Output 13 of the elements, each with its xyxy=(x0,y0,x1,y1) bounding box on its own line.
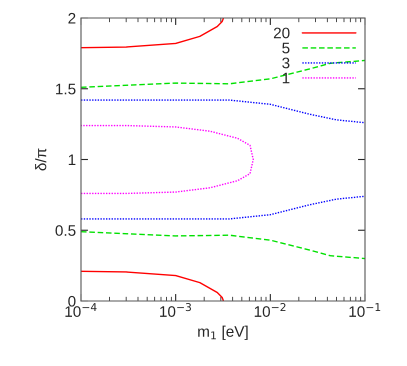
y-tick-label: 1 xyxy=(68,154,76,166)
x-tick-label: 10$^{−1}$ xyxy=(349,303,380,317)
y-tick-label: 0.5 xyxy=(56,225,76,236)
legend-label: 1 xyxy=(282,72,290,84)
legend-label: 20 xyxy=(274,28,290,38)
x-tick-label: 10$^{−3}$ xyxy=(160,303,191,317)
y-tick-label: 2 xyxy=(68,12,76,24)
legend-label: 3 xyxy=(282,58,290,68)
legend-label: 5 xyxy=(282,42,290,54)
x-axis-title: m$_{1}$ [eV] xyxy=(198,326,248,340)
x-tick-label: 10$^{−2}$ xyxy=(254,303,286,317)
y-axis-title: δ/π xyxy=(35,148,46,171)
y-tick-label: 1.5 xyxy=(56,84,76,94)
